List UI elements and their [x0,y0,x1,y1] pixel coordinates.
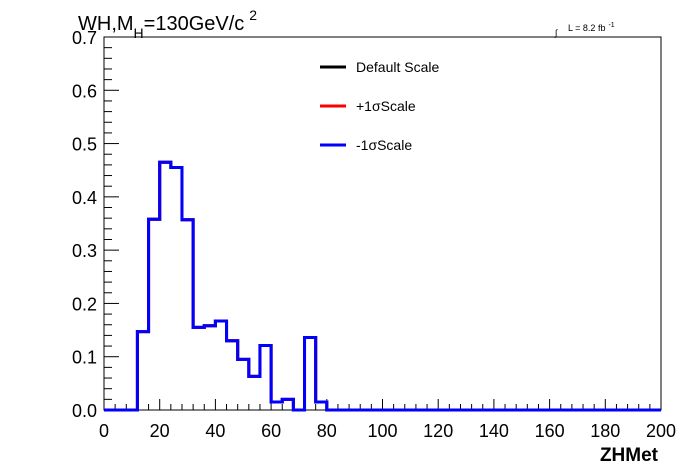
x-axis-title: ZHMet [600,445,659,466]
x-axis: 0 20 40 60 80 100 120 140 160 180 200 [99,399,676,441]
chart-title-main: =130GeV/c [144,13,245,35]
luminosity-text: L = 8.2 fb [568,23,605,33]
y-tick-label: 0.7 [72,28,97,48]
chart-title-superscript: 2 [249,7,257,23]
legend-label-plus-1sigma-scale: +1σScale [356,98,416,114]
series-line-default-scale [104,160,661,412]
legend-label-minus-1sigma-scale: -1σScale [356,137,412,153]
x-tick-label: 80 [317,421,337,441]
x-tick-label: 140 [479,421,509,441]
luminosity-superscript: -1 [608,22,614,29]
histogram-series [104,160,661,412]
y-tick-label: 0.6 [72,81,97,101]
legend-label-default-scale: Default Scale [356,59,439,75]
series-line-plus-1sigma-scale [104,160,661,412]
x-tick-label: 20 [150,421,170,441]
chart-title-subscript: H [134,25,144,41]
x-tick-label: 40 [205,421,225,441]
chart-title: WH,MH=130GeV/c 2 [78,7,257,41]
series-line-minus-1sigma-scale [104,160,661,412]
x-tick-label: 120 [423,421,453,441]
x-tick-label: 0 [99,421,109,441]
x-tick-label: 100 [367,421,397,441]
y-tick-label: 0.2 [72,294,97,314]
x-tick-label: 160 [535,421,565,441]
luminosity-label: L = 8.2 fb -1 [568,22,615,33]
luminosity-integral-symbol: ∫ [554,28,559,38]
y-tick-label: 0.0 [72,401,97,421]
legend: Default Scale +1σScale -1σScale [320,59,439,153]
plot-frame [103,36,662,411]
x-tick-label: 60 [261,421,281,441]
y-tick-label: 0.5 [72,135,97,155]
y-tick-label: 0.3 [72,241,97,261]
y-tick-label: 0.4 [72,188,97,208]
y-tick-label: 0.1 [72,348,97,368]
x-tick-label: 200 [646,421,676,441]
chart-title-prefix: WH,M [78,13,134,35]
x-tick-label: 180 [590,421,620,441]
y-axis: 0.0 0.1 0.2 0.3 0.4 0.5 0.6 0.7 [72,28,119,421]
